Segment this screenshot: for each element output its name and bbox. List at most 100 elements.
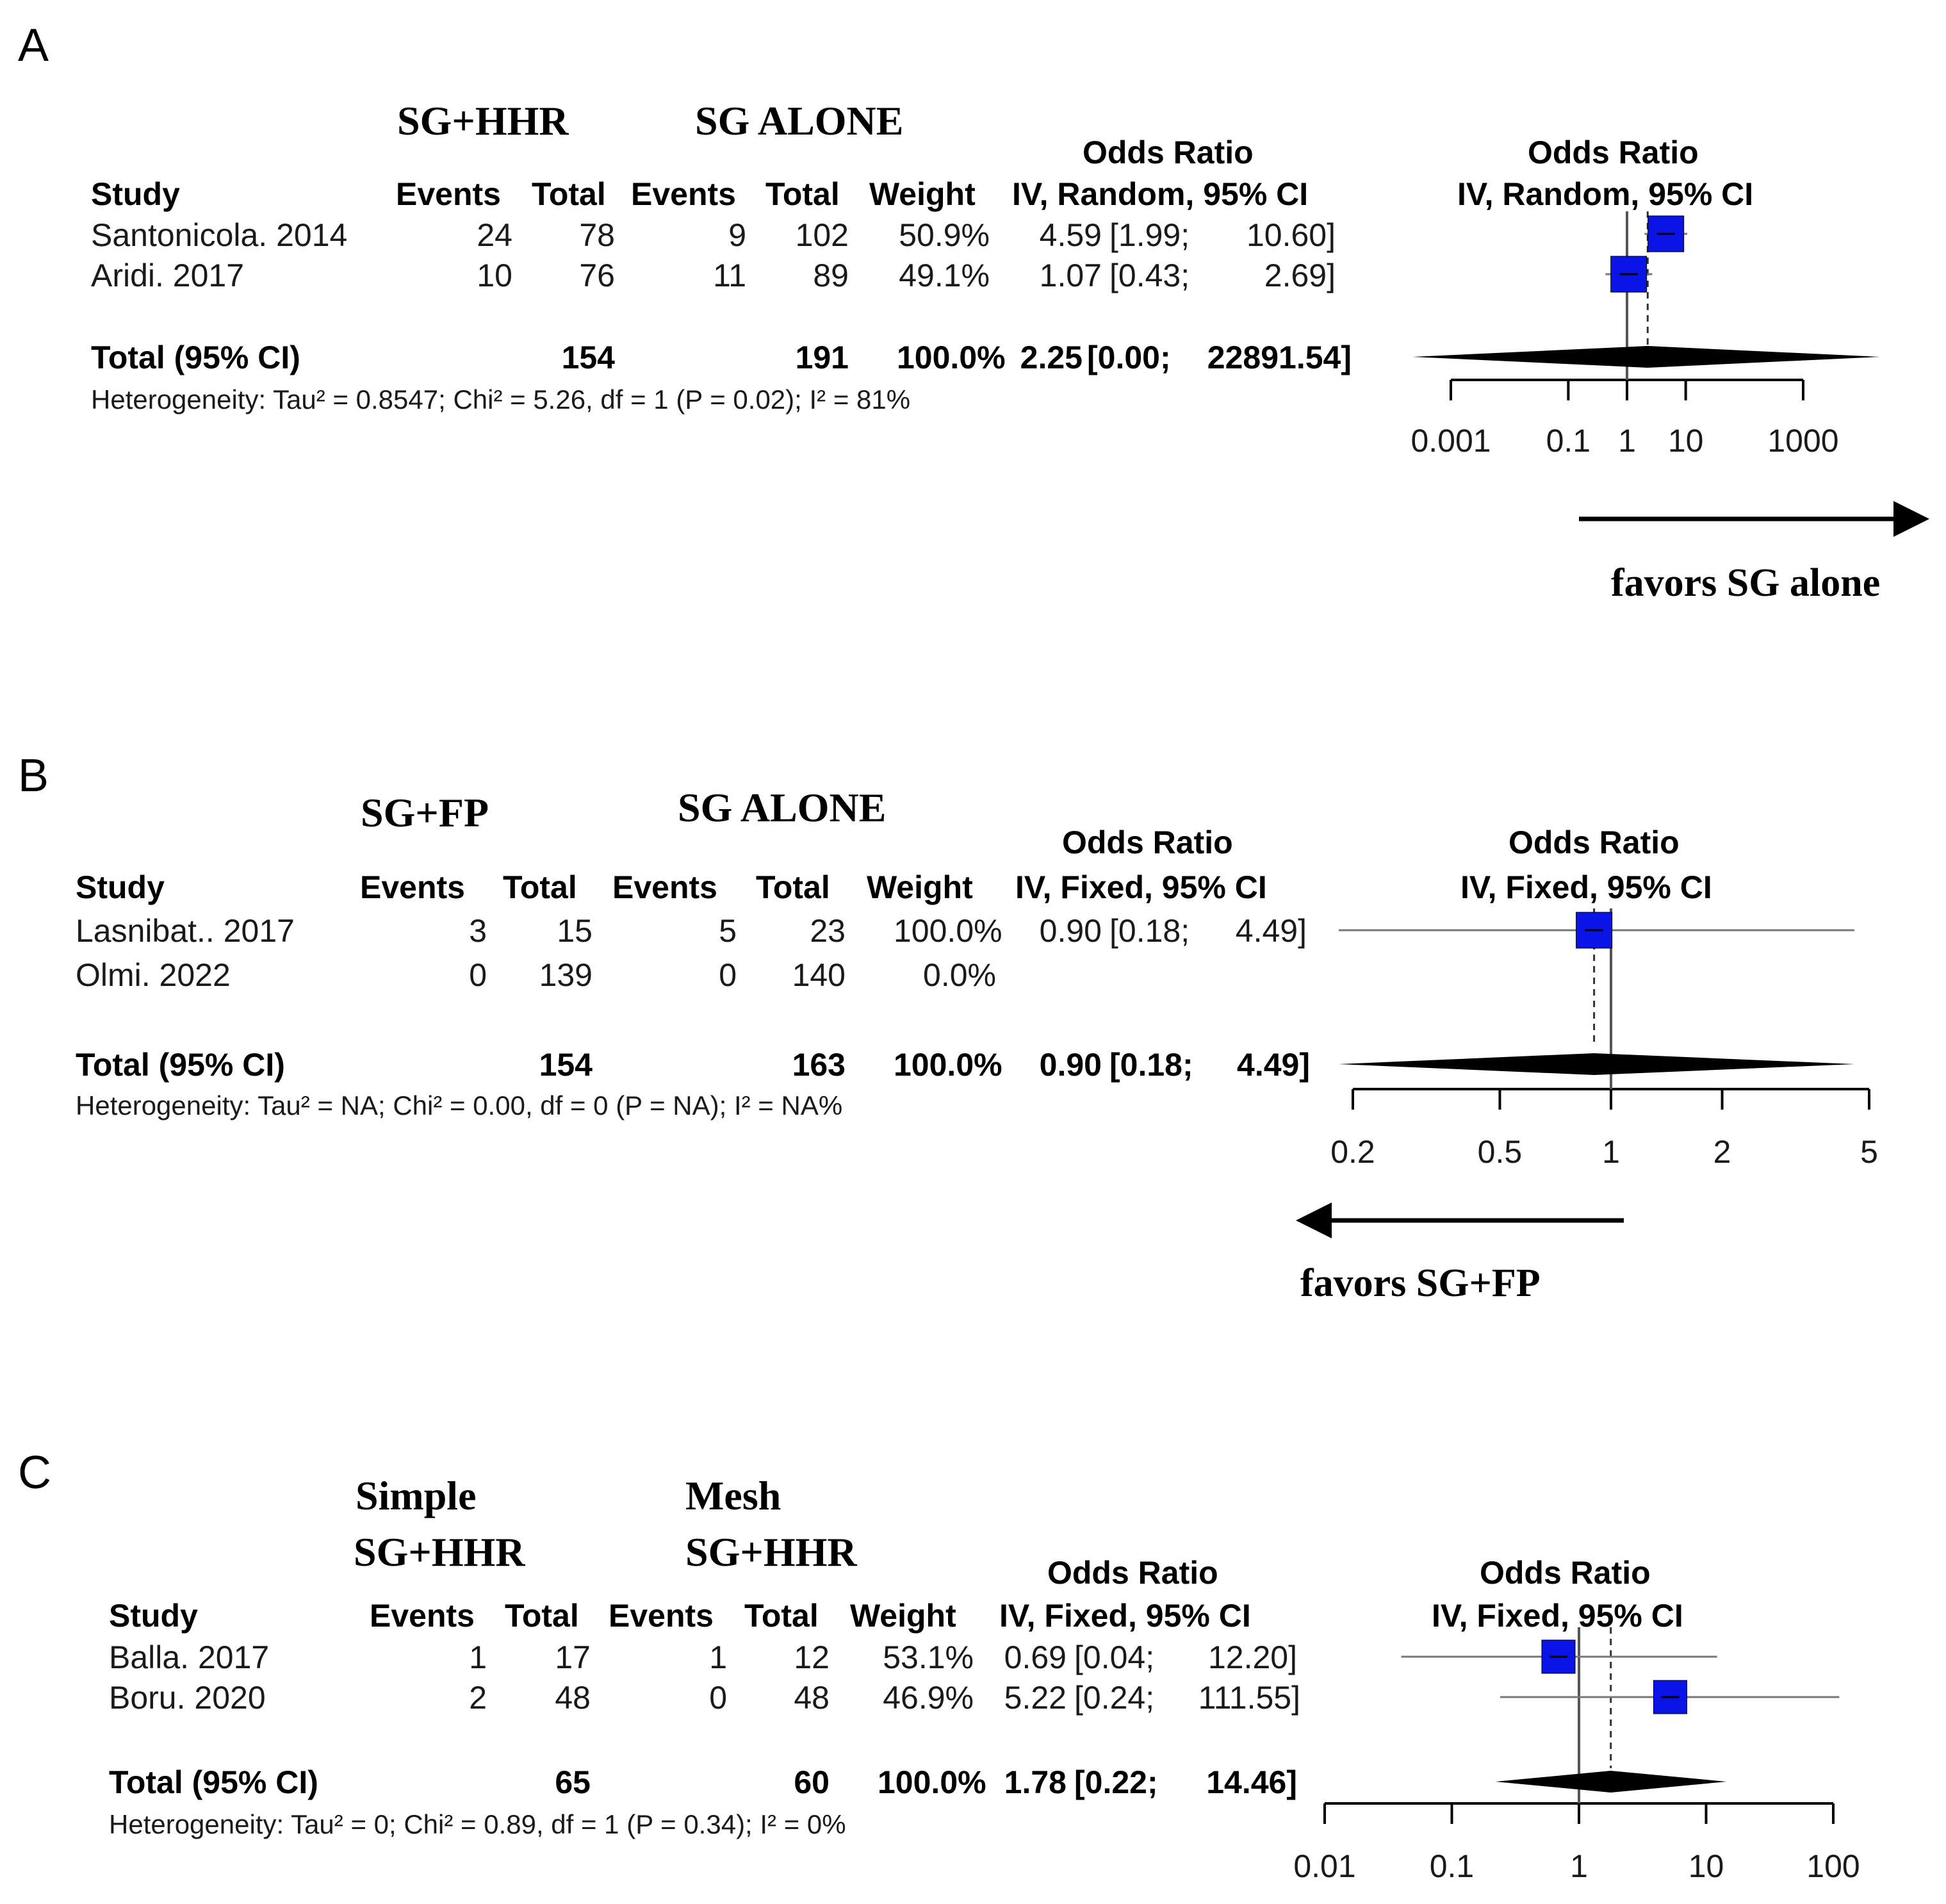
plot-or-title: Odds Ratio <box>1480 1555 1651 1591</box>
total-or: 2.25 <box>1020 340 1083 375</box>
plot-or-title: Odds Ratio <box>1509 825 1680 860</box>
weight: 53.1% <box>883 1639 974 1675</box>
total-ci-high: 4.49] <box>1237 1047 1310 1083</box>
pooled-diamond <box>1339 1053 1854 1075</box>
header-events-2: Events <box>631 176 736 212</box>
total-1: 17 <box>555 1639 591 1675</box>
or-title: Odds Ratio <box>1062 825 1233 860</box>
ci-low: [0.24; <box>1074 1680 1155 1716</box>
tick-label: 0.01 <box>1293 1848 1355 1884</box>
tick-label: 100 <box>1806 1848 1860 1884</box>
header-total-1: Total <box>532 176 606 212</box>
header-or-method: IV, Fixed, 95% CI <box>999 1598 1251 1634</box>
header-events-2: Events <box>612 869 717 905</box>
events-2: 11 <box>713 258 746 293</box>
weight: 0.0% <box>923 957 996 993</box>
header-or-method: IV, Random, 95% CI <box>1012 176 1309 212</box>
ci-low: [1.99; <box>1109 217 1190 253</box>
group2-label: SG ALONE <box>678 785 887 830</box>
heterogeneity: Heterogeneity: Tau² = 0.8547; Chi² = 5.2… <box>91 384 911 414</box>
header-events-2: Events <box>609 1598 714 1634</box>
header-weight: Weight <box>850 1598 956 1634</box>
ci-low: [0.04; <box>1074 1639 1155 1675</box>
total-weight: 100.0% <box>894 1047 1002 1083</box>
favors-label: favors SG+FP <box>1300 1261 1541 1305</box>
events-1: 0 <box>469 957 487 993</box>
header-or-method: IV, Fixed, 95% CI <box>1015 869 1267 905</box>
or-title: Odds Ratio <box>1047 1555 1218 1591</box>
events-2: 5 <box>719 913 737 949</box>
group2-label-line2: SG+HHR <box>685 1529 857 1575</box>
header-study: Study <box>91 176 180 212</box>
total-ci-high: 22891.54] <box>1207 340 1352 375</box>
header-total-1: Total <box>503 869 577 905</box>
pooled-diamond <box>1495 1771 1727 1793</box>
total-2: 12 <box>794 1639 830 1675</box>
study-name: Lasnibat.. 2017 <box>76 913 295 949</box>
tick-label: 5 <box>1860 1134 1878 1170</box>
total-1: 15 <box>557 913 593 949</box>
or-value: 1.07 <box>1039 258 1102 293</box>
header-events-1: Events <box>396 176 501 212</box>
weight: 50.9% <box>899 217 990 253</box>
total-2: 48 <box>794 1680 830 1716</box>
total-n-2: 60 <box>794 1764 830 1800</box>
header-study: Study <box>109 1598 198 1634</box>
tick-label: 1 <box>1602 1134 1620 1170</box>
events-1: 2 <box>469 1680 487 1716</box>
tick-label: 0.2 <box>1330 1134 1375 1170</box>
tick-label: 0.1 <box>1546 423 1591 459</box>
tick-label: 1 <box>1618 423 1636 459</box>
total-n-2: 163 <box>792 1047 846 1083</box>
ci-high: 4.49] <box>1235 913 1307 949</box>
events-2: 0 <box>709 1680 727 1716</box>
panel-letter-a: A <box>18 20 49 71</box>
total-ci-low: [0.18; <box>1109 1047 1193 1083</box>
plot-or-method: IV, Fixed, 95% CI <box>1432 1598 1683 1634</box>
total-2: 89 <box>813 258 849 293</box>
total-1: 78 <box>579 217 615 253</box>
total-n-1: 154 <box>539 1047 593 1083</box>
total-label: Total (95% CI) <box>76 1047 285 1083</box>
tick-label: 0.001 <box>1410 423 1491 459</box>
weight: 49.1% <box>899 258 990 293</box>
study-name: Santonicola. 2014 <box>91 217 348 253</box>
weight: 46.9% <box>883 1680 974 1716</box>
favors-label: favors SG alone <box>1611 561 1881 605</box>
header-total-2: Total <box>756 869 830 905</box>
header-events-1: Events <box>370 1598 475 1634</box>
tick-label: 1 <box>1570 1848 1588 1884</box>
or-value: 0.90 <box>1039 913 1102 949</box>
total-1: 139 <box>539 957 593 993</box>
group1-label: SG+FP <box>361 790 489 835</box>
study-square <box>1653 1680 1687 1714</box>
total-1: 76 <box>579 258 615 293</box>
total-n-2: 191 <box>795 340 849 375</box>
or-title: Odds Ratio <box>1083 135 1254 170</box>
pooled-diamond <box>1412 346 1880 368</box>
total-1: 48 <box>555 1680 591 1716</box>
header-weight: Weight <box>869 176 976 212</box>
header-study: Study <box>76 869 165 905</box>
or-value: 4.59 <box>1039 217 1102 253</box>
events-1: 3 <box>469 913 487 949</box>
header-total-2: Total <box>765 176 840 212</box>
heterogeneity: Heterogeneity: Tau² = 0; Chi² = 0.89, df… <box>109 1809 846 1839</box>
total-ci-low: [0.00; <box>1087 340 1171 375</box>
total-2: 102 <box>795 217 849 253</box>
or-value: 0.69 <box>1004 1639 1067 1675</box>
plot-or-method: IV, Random, 95% CI <box>1457 176 1754 212</box>
header-weight: Weight <box>867 869 973 905</box>
group2-label-line1: Mesh <box>685 1473 781 1518</box>
total-weight: 100.0% <box>878 1764 986 1800</box>
header-total-1: Total <box>505 1598 579 1634</box>
events-1: 10 <box>477 258 512 293</box>
study-name: Aridi. 2017 <box>91 258 245 293</box>
tick-label: 10 <box>1688 1848 1724 1884</box>
group2-label: SG ALONE <box>695 98 904 144</box>
total-label: Total (95% CI) <box>109 1764 318 1800</box>
panel-letter-c: C <box>18 1447 51 1498</box>
events-1: 1 <box>469 1639 487 1675</box>
ci-high: 10.60] <box>1246 217 1336 253</box>
